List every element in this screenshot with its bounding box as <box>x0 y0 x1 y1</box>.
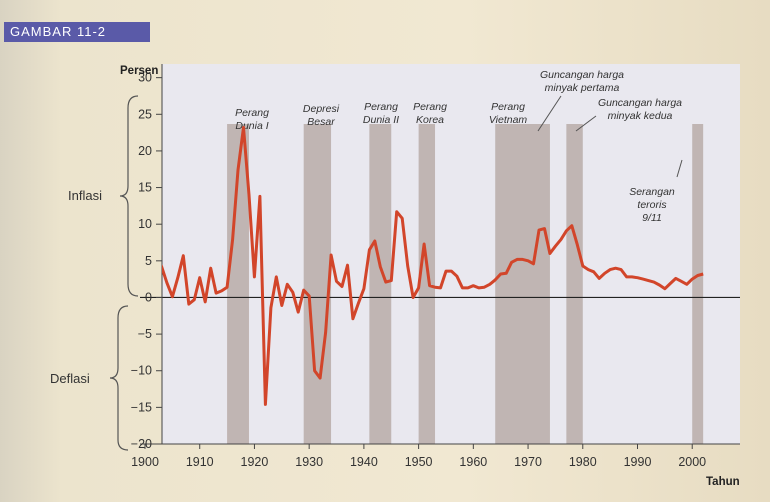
y-tick-label: 25 <box>138 107 152 121</box>
y-tick-label: 20 <box>138 144 152 158</box>
y-tick-label: 30 <box>138 71 152 85</box>
x-tick-label: 1920 <box>241 455 269 469</box>
y-tick-label: −5 <box>138 327 152 341</box>
event-band-5 <box>539 124 550 444</box>
event-label-3: Perang Korea <box>413 101 447 126</box>
x-tick-label: 1950 <box>405 455 433 469</box>
x-tick-label: 1970 <box>514 455 542 469</box>
x-tick-label: 1990 <box>624 455 652 469</box>
event-leader-7 <box>676 159 683 178</box>
deflation-label: Deflasi <box>50 371 90 386</box>
y-tick-label: −15 <box>131 400 152 414</box>
event-band-3 <box>418 124 436 444</box>
inflation-series-line <box>162 126 704 406</box>
x-tick-label: 1900 <box>131 455 159 469</box>
deflation-brace <box>109 305 129 451</box>
y-tick-label: 15 <box>138 181 152 195</box>
plot-area <box>162 64 740 444</box>
x-tick-label: 1960 <box>459 455 487 469</box>
y-axis-title: Persen <box>120 65 158 77</box>
event-band-6 <box>566 124 583 444</box>
event-band-7 <box>692 124 704 444</box>
event-label-0: Perang Dunia I <box>235 107 269 132</box>
event-label-7: Serangan teroris 9/11 <box>629 186 675 224</box>
event-band-2 <box>369 124 392 444</box>
y-tick-label: 5 <box>145 254 152 268</box>
inflation-label: Inflasi <box>68 188 102 203</box>
event-band-1 <box>303 124 332 444</box>
event-label-2: Perang Dunia II <box>363 101 399 126</box>
x-tick-label: 1980 <box>569 455 597 469</box>
x-tick-label: 1930 <box>295 455 323 469</box>
x-axis-title: Tahun <box>706 476 740 488</box>
event-label-5: Guncangan harga minyak pertama <box>540 69 624 94</box>
event-label-4: Perang Vietnam <box>489 101 528 126</box>
figure-label: GAMBAR 11-2 <box>4 22 150 42</box>
inflation-brace <box>119 95 139 297</box>
y-tick-label: 10 <box>138 217 152 231</box>
event-label-6: Guncangan harga minyak kedua <box>598 97 682 122</box>
x-tick-label: 2000 <box>678 455 706 469</box>
event-band-0 <box>227 124 249 444</box>
y-tick-label: −20 <box>131 437 152 451</box>
event-band-4 <box>495 124 539 444</box>
x-tick-label: 1940 <box>350 455 378 469</box>
event-label-1: Depresi Besar <box>303 103 340 128</box>
y-tick-label: 0 <box>145 290 152 304</box>
event-leader-5 <box>537 95 562 132</box>
event-leader-6 <box>575 115 597 132</box>
x-tick-label: 1910 <box>186 455 214 469</box>
y-tick-label: −10 <box>131 364 152 378</box>
